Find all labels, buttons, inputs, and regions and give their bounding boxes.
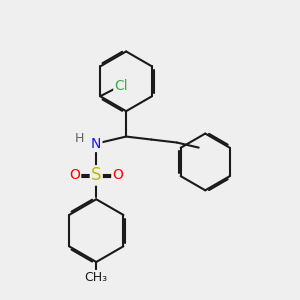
Text: S: S	[91, 167, 101, 184]
Text: N: N	[91, 137, 101, 151]
Text: H: H	[75, 132, 85, 145]
Text: O: O	[69, 168, 80, 182]
Text: O: O	[112, 168, 123, 182]
Text: Cl: Cl	[114, 79, 128, 93]
Text: CH₃: CH₃	[85, 271, 108, 284]
